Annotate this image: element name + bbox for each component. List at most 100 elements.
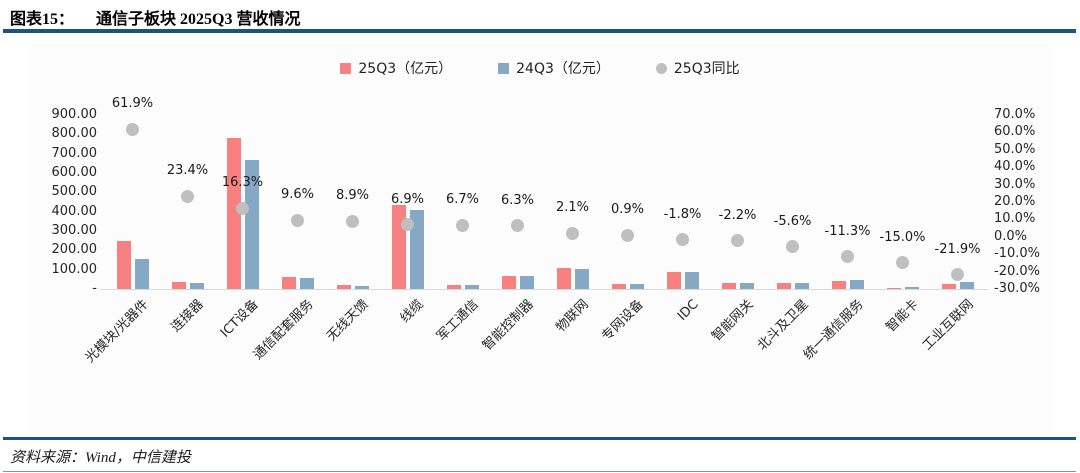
bar-24q3 <box>574 268 589 289</box>
legend-item: 25Q3同比 <box>655 58 740 78</box>
yoy-dot <box>291 213 304 227</box>
yoy-dot <box>731 234 744 248</box>
right-axis-tick: 20.0% <box>994 194 1036 209</box>
yoy-value-label: 2.1% <box>555 200 590 216</box>
yoy-value-label: -1.8% <box>663 206 702 222</box>
left-axis-tick: 700.00 <box>51 145 98 161</box>
bar-24q3 <box>464 285 479 289</box>
chart-background-panel <box>30 44 1052 432</box>
yoy-value-label: 8.9% <box>335 188 370 204</box>
left-axis-tick: 800.00 <box>51 126 98 142</box>
right-axis-tick: 70.0% <box>994 107 1036 122</box>
left-axis-tick: - <box>92 281 97 296</box>
header-divider-line <box>3 29 1076 33</box>
legend-label: 25Q3同比 <box>673 61 740 77</box>
legend-square-marker-icon <box>498 62 510 74</box>
bar-25q3 <box>336 285 351 289</box>
source-note: 资料来源：Wind，中信建投 <box>10 450 191 466</box>
yoy-value-label: -15.0% <box>879 229 926 245</box>
left-axis-tick: 400.00 <box>51 203 98 219</box>
bar-25q3 <box>171 281 186 289</box>
right-axis-tick: 10.0% <box>994 211 1036 227</box>
bar-25q3 <box>941 283 956 289</box>
left-axis-tick: 600.00 <box>51 165 98 180</box>
right-axis-tick: 40.0% <box>994 159 1036 175</box>
yoy-dot <box>896 256 909 270</box>
plot-area: 61.9% 23.4% 16.3% 9.6% 8.9% 6.9% 6.7% 6.3% 2.1% 0… <box>100 96 988 290</box>
bar-24q3 <box>244 159 259 289</box>
yoy-value-label: 6.3% <box>500 192 535 208</box>
yoy-value-label: 0.9% <box>610 202 645 218</box>
right-axis-tick: -20.0% <box>994 263 1040 279</box>
footer-divider-line <box>3 437 1076 440</box>
yoy-dot <box>456 218 469 232</box>
yoy-value-label: 61.9% <box>111 96 154 112</box>
bar-24q3 <box>849 279 864 289</box>
right-axis-tick: -10.0% <box>994 246 1040 262</box>
yoy-value-label: 6.7% <box>445 192 480 208</box>
yoy-dot <box>621 228 634 242</box>
legend-square-marker-icon <box>340 62 352 74</box>
right-axis-tick: 30.0% <box>994 176 1036 192</box>
yoy-value-label: 6.9% <box>390 191 425 207</box>
yoy-dot <box>841 250 854 263</box>
legend-dot-marker-icon <box>655 62 667 74</box>
bar-24q3 <box>354 285 369 289</box>
legend-label: 24Q3（亿元） <box>516 61 610 77</box>
legend-item: 25Q3（亿元） <box>340 58 452 78</box>
bar-25q3 <box>116 240 131 289</box>
yoy-value-label: 16.3% <box>221 175 264 191</box>
page-title: 通信子板块 2025Q3 营收情况 <box>96 11 301 28</box>
bar-25q3 <box>721 283 736 289</box>
bar-25q3 <box>226 138 241 289</box>
bar-24q3 <box>904 287 919 289</box>
bar-24q3 <box>519 276 534 289</box>
bar-24q3 <box>629 284 644 289</box>
bar-24q3 <box>299 278 314 289</box>
yoy-dot <box>511 219 524 233</box>
bar-25q3 <box>556 268 571 289</box>
bar-24q3 <box>134 259 149 289</box>
bar-25q3 <box>886 287 901 289</box>
bar-24q3 <box>794 282 809 289</box>
yoy-dot <box>566 226 579 240</box>
yoy-value-label: -2.2% <box>718 207 757 223</box>
bar-25q3 <box>281 277 296 289</box>
bar-25q3 <box>831 280 846 289</box>
left-axis-tick: 500.00 <box>51 184 98 200</box>
yoy-dot <box>346 214 359 228</box>
yoy-dot <box>786 240 799 253</box>
yoy-value-label: 23.4% <box>166 163 209 179</box>
bar-25q3 <box>501 275 516 289</box>
bar-25q3 <box>391 204 406 289</box>
yoy-dot <box>181 189 194 203</box>
figure-number: 图表15： <box>10 11 75 28</box>
bar-25q3 <box>776 283 791 289</box>
yoy-dot <box>951 268 964 282</box>
chart-title: 图表15： 通信子板块 2025Q3 营收情况 <box>10 5 300 29</box>
left-axis-tick: 300.00 <box>51 223 98 238</box>
right-axis-tick: 50.0% <box>994 141 1036 157</box>
left-axis-tick: 200.00 <box>51 242 98 258</box>
left-axis-tick: 100.00 <box>51 261 98 277</box>
bar-24q3 <box>739 283 754 289</box>
yoy-dot <box>126 122 139 136</box>
bar-25q3 <box>446 284 461 289</box>
bar-24q3 <box>189 283 204 289</box>
legend-item: 24Q3（亿元） <box>498 58 610 78</box>
bar-25q3 <box>611 284 626 289</box>
page-bottom-line <box>3 471 1076 472</box>
yoy-value-label: -21.9% <box>934 241 981 257</box>
yoy-dot <box>236 201 249 215</box>
right-axis-tick: -30.0% <box>994 281 1040 296</box>
bar-24q3 <box>684 271 699 289</box>
bar-25q3 <box>666 272 681 289</box>
right-axis-tick: 0.0% <box>994 228 1028 244</box>
yoy-value-label: -5.6% <box>773 213 812 229</box>
bar-24q3 <box>959 282 974 289</box>
left-axis-tick: 900.00 <box>51 107 98 122</box>
chart-legend: 25Q3（亿元） 24Q3（亿元） 25Q3同比 <box>0 58 1080 78</box>
yoy-value-label: 9.6% <box>280 187 315 203</box>
yoy-value-label: -11.3% <box>824 223 871 239</box>
